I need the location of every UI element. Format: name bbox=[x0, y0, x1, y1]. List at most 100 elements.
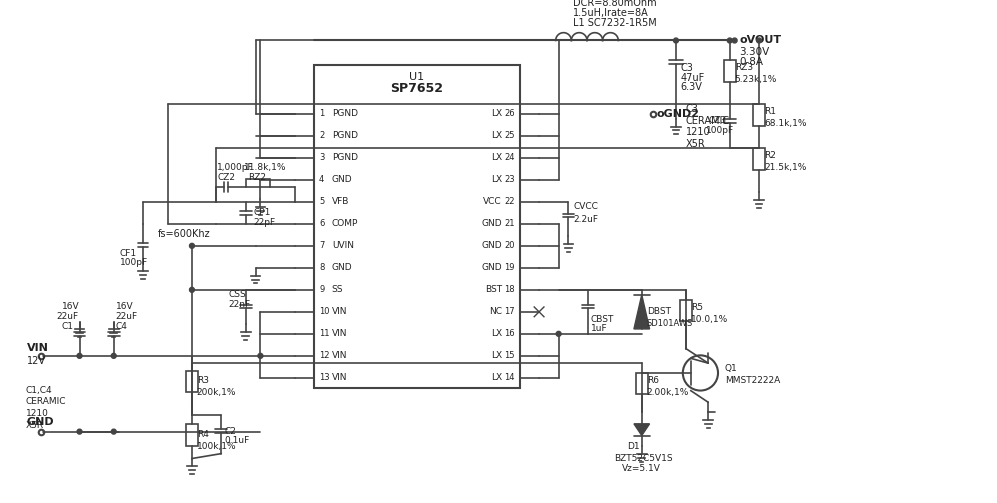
Circle shape bbox=[189, 287, 194, 292]
Text: 11.8k,1%: 11.8k,1% bbox=[244, 163, 286, 172]
Text: 3: 3 bbox=[319, 153, 324, 162]
Text: DCR=8.80mOhm: DCR=8.80mOhm bbox=[573, 0, 657, 9]
Text: L1 SC7232-1R5M: L1 SC7232-1R5M bbox=[573, 18, 657, 28]
Text: C1,C4: C1,C4 bbox=[26, 386, 53, 394]
Text: 7: 7 bbox=[319, 241, 324, 250]
Text: 23: 23 bbox=[504, 176, 514, 184]
Circle shape bbox=[727, 38, 732, 43]
Text: PGND: PGND bbox=[332, 109, 358, 118]
Text: 21.5k,1%: 21.5k,1% bbox=[764, 163, 807, 172]
Text: PGND: PGND bbox=[332, 131, 358, 140]
Text: C2: C2 bbox=[224, 427, 236, 436]
Text: CERAMIC: CERAMIC bbox=[686, 116, 730, 126]
Text: 6.3V: 6.3V bbox=[681, 82, 703, 93]
Text: VFB: VFB bbox=[332, 197, 349, 206]
Text: C1: C1 bbox=[62, 322, 74, 331]
Text: 19: 19 bbox=[504, 264, 514, 272]
Text: R1: R1 bbox=[764, 107, 776, 116]
Text: 2.2uF: 2.2uF bbox=[573, 215, 598, 224]
Text: R6: R6 bbox=[647, 376, 659, 385]
Text: VIN: VIN bbox=[332, 329, 347, 339]
Text: SD101AWS: SD101AWS bbox=[647, 319, 693, 328]
Text: UVIN: UVIN bbox=[332, 241, 354, 250]
Text: 0.1uF: 0.1uF bbox=[224, 437, 249, 446]
Text: BST: BST bbox=[485, 285, 501, 294]
Text: 100k,1%: 100k,1% bbox=[196, 442, 236, 451]
Text: BZT52C5V1S: BZT52C5V1S bbox=[614, 454, 673, 463]
Text: 22nF: 22nF bbox=[228, 300, 250, 309]
Text: CBST: CBST bbox=[591, 315, 614, 323]
Text: 24: 24 bbox=[504, 153, 514, 162]
Bar bbox=[753, 104, 765, 126]
Text: 8: 8 bbox=[319, 264, 324, 272]
Text: VIN: VIN bbox=[332, 307, 347, 316]
Text: oVOUT: oVOUT bbox=[740, 36, 782, 45]
Text: 22: 22 bbox=[504, 197, 514, 206]
Text: C3: C3 bbox=[681, 63, 694, 73]
Text: R3: R3 bbox=[196, 376, 208, 385]
Text: LX: LX bbox=[491, 176, 501, 184]
Circle shape bbox=[77, 429, 82, 434]
Text: C3: C3 bbox=[686, 104, 699, 114]
Bar bbox=[724, 60, 736, 81]
Text: 14: 14 bbox=[504, 373, 514, 382]
Text: LX: LX bbox=[491, 329, 501, 339]
Circle shape bbox=[112, 429, 117, 434]
Text: 22uF: 22uF bbox=[56, 312, 78, 321]
Text: X5R: X5R bbox=[686, 139, 706, 149]
Text: 0-8A: 0-8A bbox=[740, 57, 764, 67]
Text: 16: 16 bbox=[504, 329, 514, 339]
Text: GND: GND bbox=[332, 176, 352, 184]
Text: 1.5uH,Irate=8A: 1.5uH,Irate=8A bbox=[573, 8, 649, 18]
Circle shape bbox=[556, 331, 561, 337]
Text: R2: R2 bbox=[764, 151, 776, 160]
Text: NC: NC bbox=[489, 307, 501, 316]
Circle shape bbox=[112, 354, 117, 358]
Text: 200k,1%: 200k,1% bbox=[196, 388, 236, 397]
Text: fs=600Khz: fs=600Khz bbox=[158, 228, 210, 238]
Text: VIN: VIN bbox=[332, 351, 347, 360]
Text: 10.0,1%: 10.0,1% bbox=[691, 315, 728, 323]
Text: COMP: COMP bbox=[332, 219, 358, 228]
Text: X5R: X5R bbox=[26, 421, 44, 430]
Text: SP7652: SP7652 bbox=[391, 82, 444, 95]
Text: CZ2: CZ2 bbox=[217, 173, 235, 182]
Text: 15: 15 bbox=[504, 351, 514, 360]
Text: 16V: 16V bbox=[116, 302, 134, 311]
Circle shape bbox=[732, 38, 737, 43]
Circle shape bbox=[77, 354, 82, 358]
Text: 25: 25 bbox=[504, 131, 514, 140]
Text: VIN: VIN bbox=[332, 373, 347, 382]
Text: 22uF: 22uF bbox=[116, 312, 138, 321]
Text: Q1: Q1 bbox=[725, 364, 738, 373]
Text: 100pF: 100pF bbox=[706, 126, 735, 135]
Text: 9: 9 bbox=[319, 285, 324, 294]
Text: RZ2: RZ2 bbox=[247, 173, 265, 182]
Bar bbox=[314, 65, 519, 388]
Circle shape bbox=[258, 354, 263, 358]
Text: GND: GND bbox=[482, 241, 501, 250]
Text: 22pF: 22pF bbox=[253, 218, 276, 227]
Text: oGND2: oGND2 bbox=[656, 109, 700, 119]
Text: 4: 4 bbox=[319, 176, 324, 184]
Text: DBST: DBST bbox=[647, 307, 671, 316]
Text: 10: 10 bbox=[319, 307, 330, 316]
Text: VIN: VIN bbox=[27, 343, 49, 353]
Bar bbox=[245, 180, 270, 187]
Text: 2.00k,1%: 2.00k,1% bbox=[647, 388, 689, 397]
Text: GND: GND bbox=[27, 417, 54, 427]
Text: LX: LX bbox=[491, 373, 501, 382]
Bar bbox=[186, 371, 197, 392]
Text: 1,000pF: 1,000pF bbox=[217, 163, 254, 172]
Text: 5.23k,1%: 5.23k,1% bbox=[735, 75, 777, 84]
Text: GND: GND bbox=[332, 264, 352, 272]
Text: D1: D1 bbox=[627, 442, 640, 451]
Polygon shape bbox=[634, 424, 650, 436]
Text: CSS: CSS bbox=[228, 290, 246, 299]
Text: RZ3: RZ3 bbox=[735, 63, 753, 72]
Circle shape bbox=[674, 38, 678, 43]
Bar bbox=[680, 300, 692, 321]
Text: 1: 1 bbox=[319, 109, 324, 118]
Text: U1: U1 bbox=[410, 71, 425, 81]
Text: CERAMIC: CERAMIC bbox=[26, 397, 66, 406]
